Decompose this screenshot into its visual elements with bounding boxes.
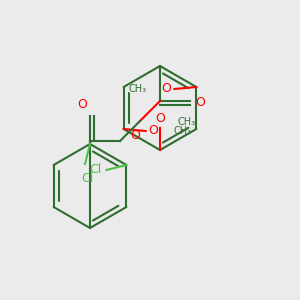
Text: O: O — [161, 82, 171, 95]
Text: O: O — [77, 98, 87, 111]
Text: O: O — [155, 112, 165, 125]
Text: CH₃: CH₃ — [174, 126, 192, 136]
Text: Cl: Cl — [89, 164, 101, 176]
Text: O: O — [130, 129, 140, 142]
Text: CH₃: CH₃ — [128, 84, 146, 94]
Text: O: O — [148, 124, 158, 137]
Text: CH₃: CH₃ — [178, 117, 196, 127]
Text: Cl: Cl — [81, 172, 93, 185]
Text: O: O — [195, 97, 205, 110]
